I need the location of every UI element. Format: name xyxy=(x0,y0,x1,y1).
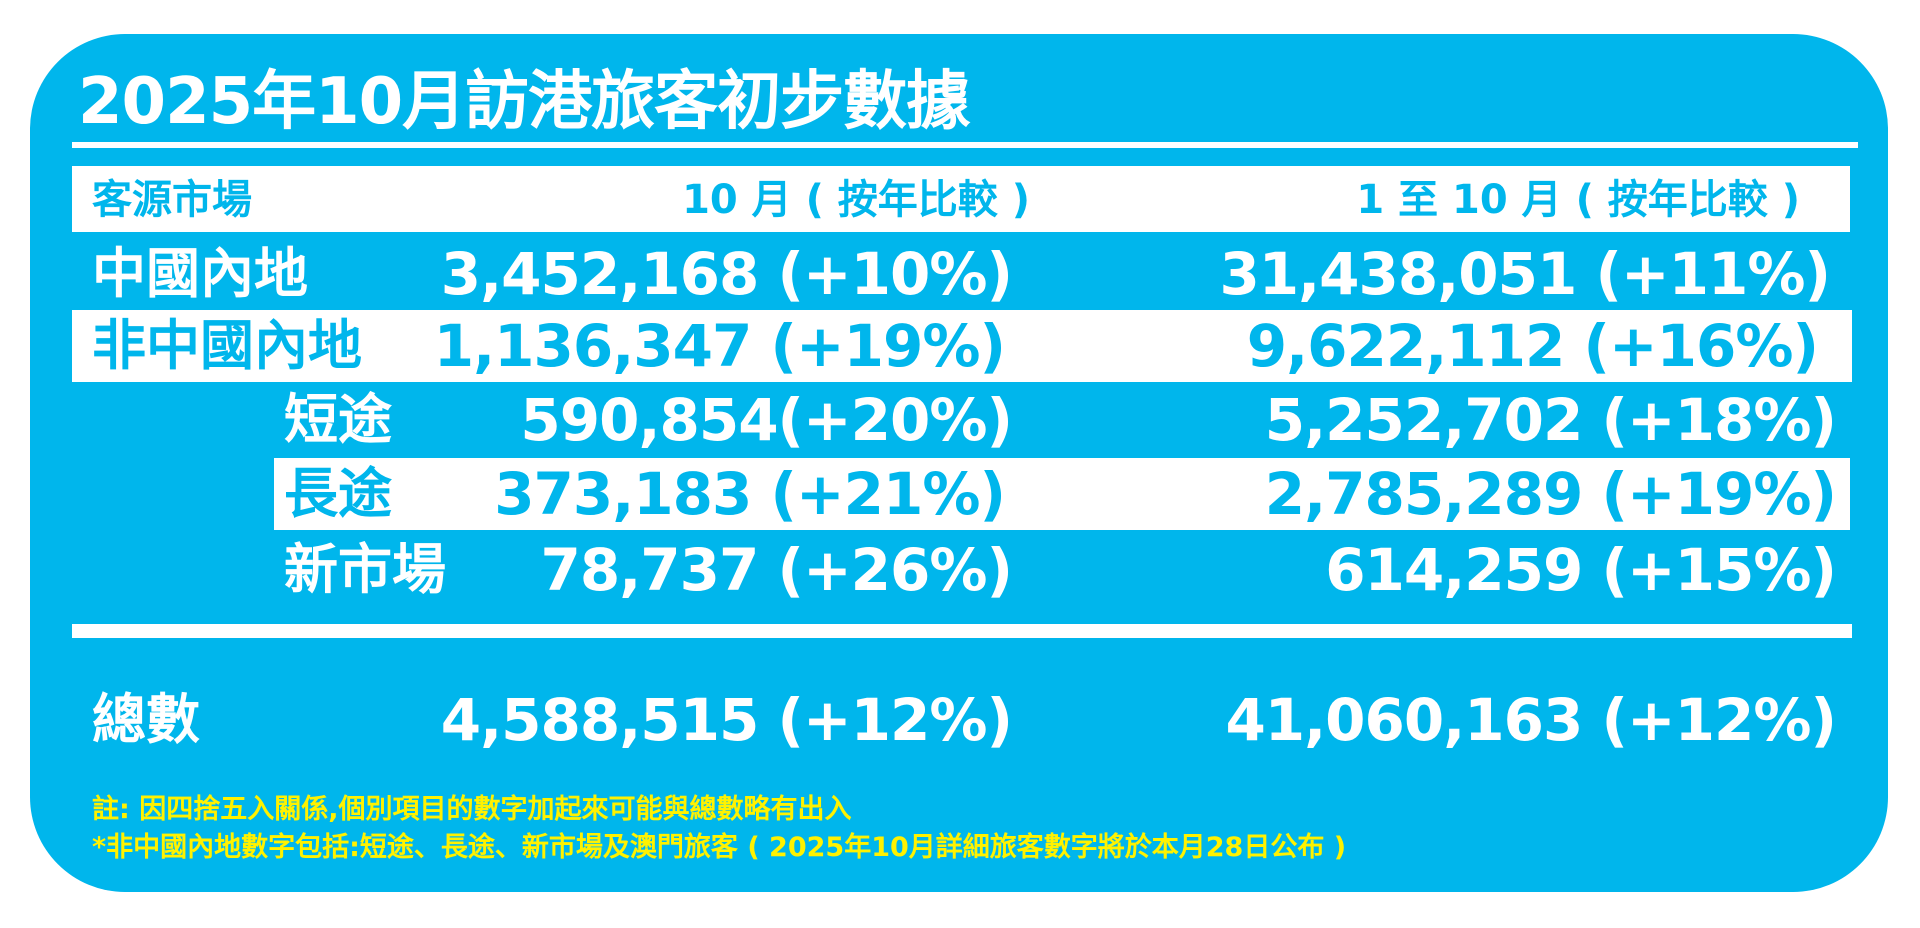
note-rounding: 註: 因四捨五入關係,個別項目的數字加起來可能與總數略有出入 xyxy=(92,794,852,825)
row-label-short-haul: 短途 xyxy=(284,388,392,451)
row-ytd-new-markets: 614,259 (+15%) xyxy=(1325,536,1837,604)
row-ytd-short-haul: 5,252,702 (+18%) xyxy=(1264,386,1837,454)
row-label-new-markets: 新市場 xyxy=(284,538,446,601)
title-divider xyxy=(72,142,1858,148)
total-divider xyxy=(72,624,1852,638)
note-definition: *非中國內地數字包括:短途、長途、新市場及澳門旅客 ( 2025年10月詳細旅客… xyxy=(92,832,1347,863)
row-label-long-haul: 長途 xyxy=(284,462,392,525)
header-ytd: 1 至 10 月 ( 按年比較 ) xyxy=(1356,177,1800,223)
row-oct-mainland: 3,452,168 (+10%) xyxy=(440,240,1013,308)
row-oct-new-markets: 78,737 (+26%) xyxy=(540,536,1013,604)
row-oct-long-haul: 373,183 (+21%) xyxy=(494,460,1006,528)
row-label-mainland: 中國內地 xyxy=(92,242,308,305)
header-market: 客源市場 xyxy=(92,177,252,223)
row-ytd-non-mainland: 9,622,112 (+16%) xyxy=(1246,312,1819,380)
row-band-long-haul xyxy=(274,458,1850,530)
page-title: 2025年10月訪港旅客初步數據 xyxy=(78,65,970,139)
table-header-band xyxy=(72,166,1850,232)
row-ytd-long-haul: 2,785,289 (+19%) xyxy=(1264,460,1837,528)
row-label-non-mainland: 非中國內地 xyxy=(92,314,362,377)
total-label: 總數 xyxy=(92,688,200,751)
total-oct: 4,588,515 (+12%) xyxy=(440,686,1013,754)
header-october: 10 月 ( 按年比較 ) xyxy=(682,177,1030,223)
total-ytd: 41,060,163 (+12%) xyxy=(1225,686,1837,754)
row-band-non-mainland xyxy=(72,310,1852,382)
row-ytd-mainland: 31,438,051 (+11%) xyxy=(1219,240,1831,308)
row-oct-non-mainland: 1,136,347 (+19%) xyxy=(433,312,1006,380)
row-oct-short-haul: 590,854(+20%) xyxy=(520,386,1013,454)
